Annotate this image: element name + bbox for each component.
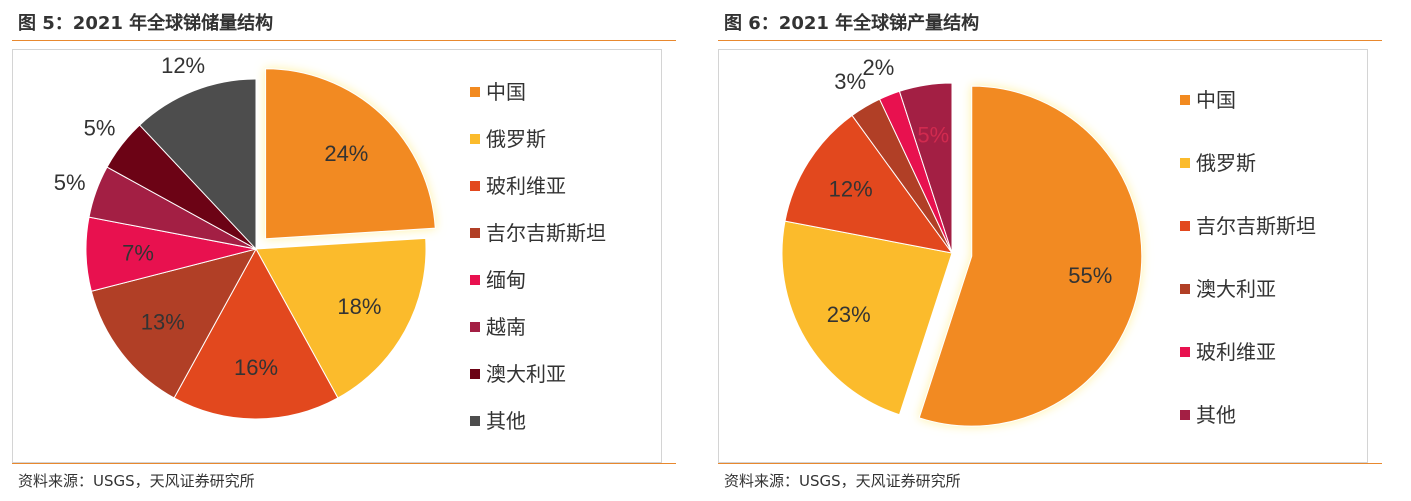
chart-frame xyxy=(718,49,1368,463)
legend-label: 俄罗斯 xyxy=(1196,151,1256,175)
title-divider xyxy=(718,40,1382,41)
figure-title: 图 6：2021 年全球锑产量结构 xyxy=(724,13,980,34)
data-label-1: 23% xyxy=(827,302,871,327)
legend-swatch xyxy=(470,228,480,238)
data-label-2: 12% xyxy=(829,177,873,202)
legend-label: 玻利维亚 xyxy=(1196,340,1276,364)
pie-slice-3 xyxy=(90,248,257,399)
data-label-0: 24% xyxy=(324,141,368,166)
footer-divider xyxy=(718,463,1382,464)
pie-chart-reserves: 24% 18% 16% 13% 7% 5% 5% 12% xyxy=(54,53,436,420)
legend-label: 玻利维亚 xyxy=(486,174,566,198)
pie-slice-7 xyxy=(138,78,257,251)
legend-item: 中国 xyxy=(470,80,526,104)
legend-label: 澳大利亚 xyxy=(1196,277,1276,301)
legend-swatch xyxy=(470,275,480,285)
data-label-7: 12% xyxy=(161,53,205,78)
legend-label: 其他 xyxy=(486,409,526,433)
legend-item: 吉尔吉斯斯坦 xyxy=(1180,214,1316,238)
data-label-3: 3% xyxy=(834,69,866,94)
legend-item: 澳大利亚 xyxy=(1180,277,1276,301)
chart-frame xyxy=(12,49,662,463)
legend-swatch xyxy=(1180,158,1190,168)
footer-divider xyxy=(12,463,676,464)
data-label-2: 16% xyxy=(234,355,278,380)
data-label-0: 55% xyxy=(1068,263,1112,288)
pie-slice-1 xyxy=(781,220,953,416)
legend-label: 中国 xyxy=(486,80,526,104)
data-label-1: 18% xyxy=(337,294,381,319)
legend-item: 澳大利亚 xyxy=(470,362,566,386)
legend-item: 玻利维亚 xyxy=(1180,340,1276,364)
legend-label: 吉尔吉斯斯坦 xyxy=(1196,214,1316,238)
pie-slice-2 xyxy=(173,247,339,420)
data-label-3: 13% xyxy=(141,309,185,334)
legend-swatch xyxy=(1180,221,1190,231)
pie-slice-5 xyxy=(898,82,953,254)
legend-swatch xyxy=(1180,95,1190,105)
legend-swatch xyxy=(1180,284,1190,294)
legend-label: 越南 xyxy=(486,315,526,339)
legend-swatch xyxy=(470,181,480,191)
pie-slice-1 xyxy=(255,237,427,399)
legend-item: 俄罗斯 xyxy=(470,127,546,151)
legend-label: 其他 xyxy=(1196,403,1236,427)
legend-label: 吉尔吉斯斯坦 xyxy=(486,221,606,245)
legend-item: 玻利维亚 xyxy=(470,174,566,198)
legend-item: 其他 xyxy=(1180,403,1236,427)
pie-slice-2 xyxy=(784,114,954,254)
legend-swatch xyxy=(470,134,480,144)
legend-label: 缅甸 xyxy=(486,268,526,292)
source-note: 资料来源：USGS，天风证券研究所 xyxy=(724,472,961,490)
data-label-5: 5% xyxy=(54,170,86,195)
figure-title: 图 5：2021 年全球锑储量结构 xyxy=(18,13,274,34)
title-divider xyxy=(12,40,676,41)
figure-6-panel: 图 6：2021 年全球锑产量结构 55% 23% 12% 3% 2% 5% 中国俄罗斯吉… xyxy=(706,0,1386,501)
data-label-4: 7% xyxy=(122,241,154,266)
legend-swatch xyxy=(470,322,480,332)
legend-swatch xyxy=(470,87,480,97)
legend-item: 吉尔吉斯斯坦 xyxy=(470,221,606,245)
legend-swatch xyxy=(1180,347,1190,357)
legend-item: 越南 xyxy=(470,315,526,339)
legend-swatch xyxy=(470,369,480,379)
legend-item: 缅甸 xyxy=(470,268,526,292)
data-label-5: 5% xyxy=(917,122,949,147)
legend-label: 俄罗斯 xyxy=(486,127,546,151)
data-label-4: 2% xyxy=(862,55,894,80)
legend-label: 中国 xyxy=(1196,88,1236,112)
pie-slice-0 xyxy=(918,85,1143,427)
legend-item: 其他 xyxy=(470,409,526,433)
pie-chart-production: 55% 23% 12% 3%2% 5% xyxy=(781,55,1143,427)
data-label-6: 5% xyxy=(84,116,116,141)
figure-5-panel: 图 5：2021 年全球锑储量结构 24% 18% 16% 13% 7% 5% 5% 12% … xyxy=(0,0,680,501)
legend-swatch xyxy=(470,416,480,426)
legend-label: 澳大利亚 xyxy=(486,362,566,386)
pie-slice-0 xyxy=(265,68,436,240)
legend-swatch xyxy=(1180,410,1190,420)
legend-item: 中国 xyxy=(1180,88,1236,112)
source-note: 资料来源：USGS，天风证券研究所 xyxy=(18,472,255,490)
legend-item: 俄罗斯 xyxy=(1180,151,1256,175)
